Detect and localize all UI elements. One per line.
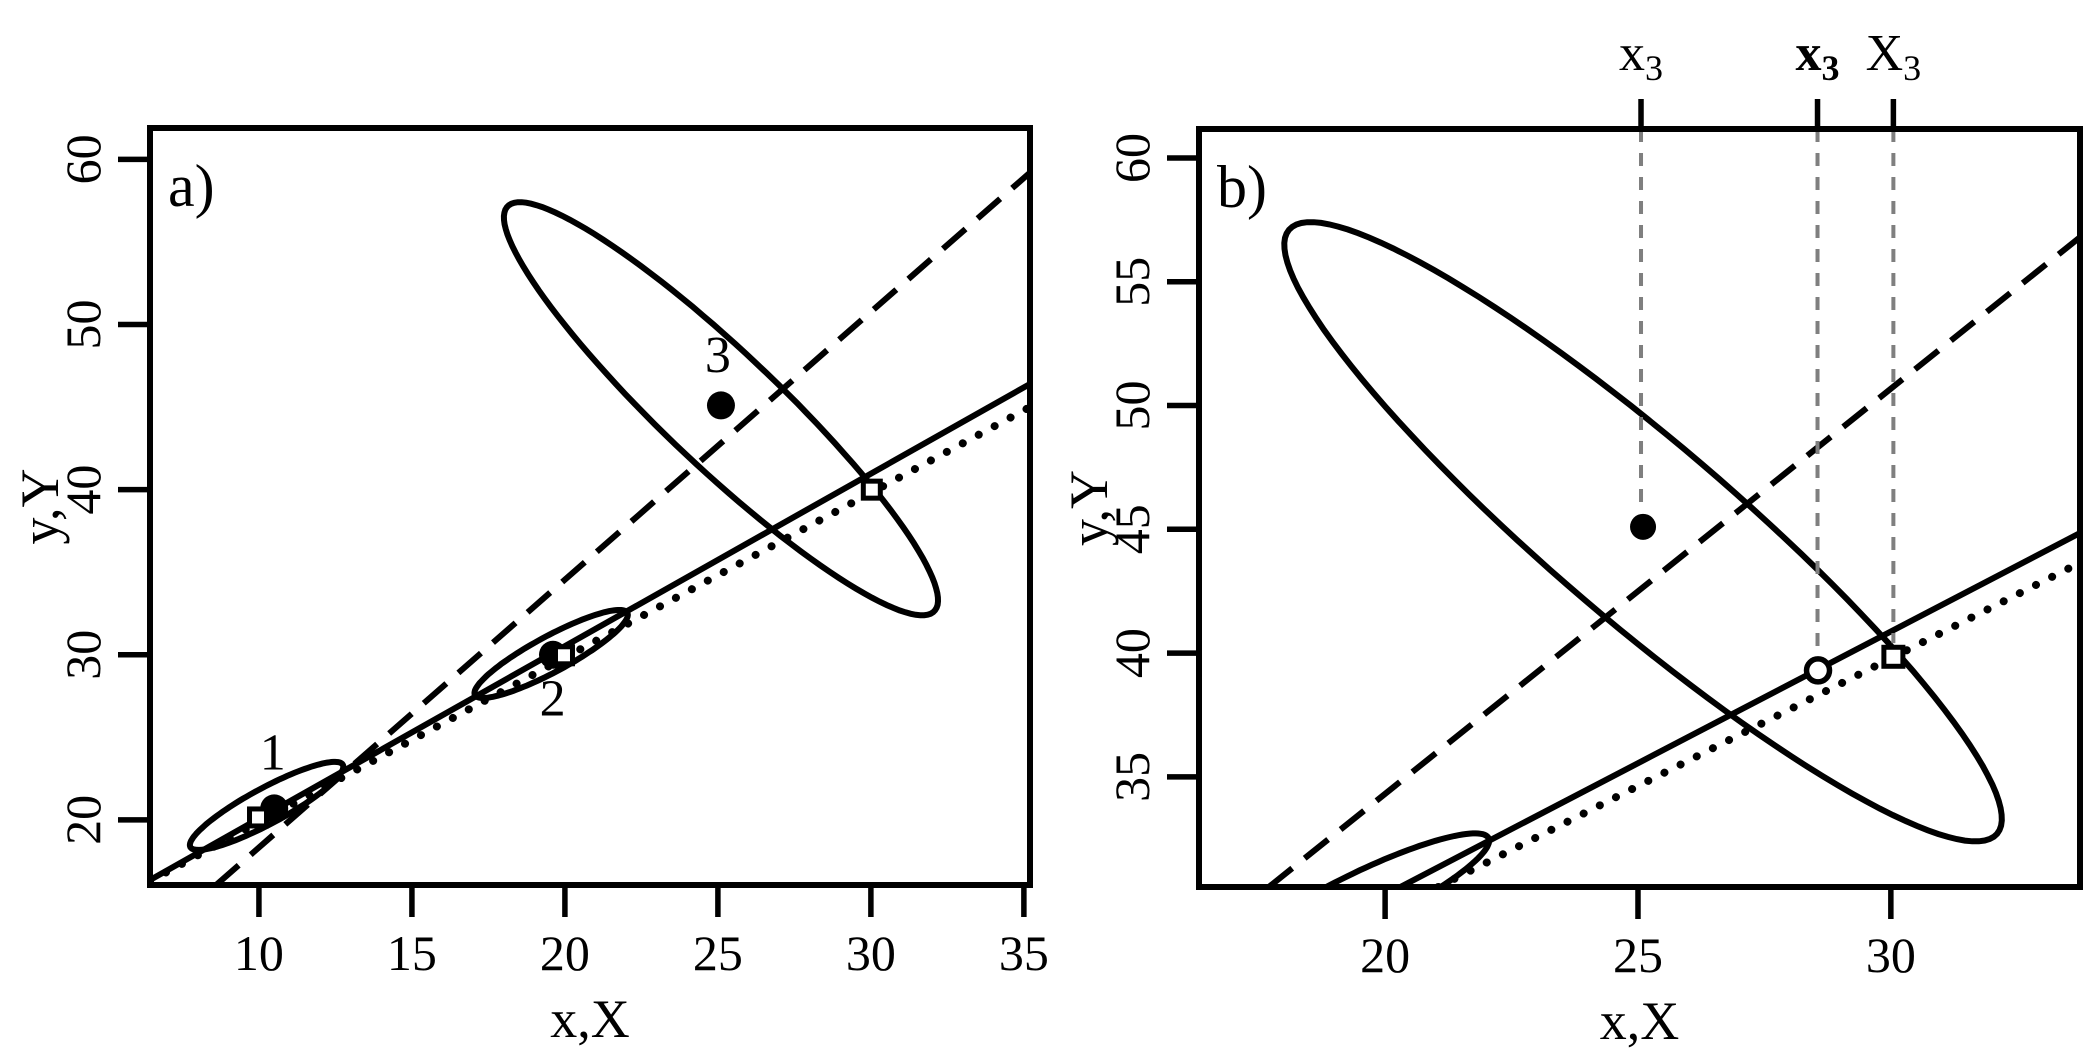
dashed-regression-line bbox=[1266, 234, 2080, 887]
point-label: 1 bbox=[260, 724, 286, 781]
dotted-regression-line bbox=[150, 403, 1030, 885]
plot-area-content bbox=[1266, 129, 2080, 887]
solid-regression-line bbox=[1398, 530, 2080, 887]
x-axis-tick-label: 30 bbox=[846, 925, 896, 981]
data-point-filled-circle bbox=[1630, 513, 1657, 540]
dashed-regression-line bbox=[214, 170, 1030, 885]
y-axis-tick-label: 40 bbox=[1104, 628, 1160, 678]
x-axis-tick-label: 15 bbox=[387, 925, 437, 981]
top-axis-label-subscript: 3 bbox=[1645, 48, 1663, 88]
x-axis-title: x,X bbox=[550, 989, 630, 1049]
y-axis-tick-label: 35 bbox=[1104, 752, 1160, 802]
y-axis-tick-label: 60 bbox=[1104, 133, 1160, 183]
top-axis-label-X3: X3 bbox=[1866, 25, 1922, 88]
y-axis-tick-label: 40 bbox=[55, 465, 111, 515]
top-axis-label-main: X bbox=[1866, 25, 1904, 82]
top-axis-label-main: x bbox=[1796, 25, 1822, 82]
plot-border bbox=[147, 125, 1033, 888]
y-axis-tick-label: 20 bbox=[55, 795, 111, 845]
x-axis-tick-label: 30 bbox=[1866, 927, 1916, 983]
x-axis-tick-label: 20 bbox=[540, 925, 590, 981]
top-axis-label-subscript: 3 bbox=[1822, 48, 1840, 88]
x-axis-title: x,X bbox=[1600, 991, 1680, 1050]
solid-regression-line bbox=[150, 381, 1030, 883]
confidence-ellipse bbox=[1281, 219, 2005, 845]
y-axis-tick-label: 50 bbox=[1104, 381, 1160, 431]
data-point-filled-circle bbox=[706, 391, 735, 420]
dotted-regression-line bbox=[1434, 558, 2080, 887]
top-axis-label-main: x bbox=[1619, 25, 1645, 82]
y-axis-tick-label: 50 bbox=[55, 300, 111, 350]
plot-area-content bbox=[150, 170, 1030, 885]
data-point-open-square bbox=[552, 644, 575, 667]
y-axis-tick-label: 55 bbox=[1104, 257, 1160, 307]
x-axis-tick-label: 35 bbox=[999, 925, 1049, 981]
point-label: 2 bbox=[540, 671, 566, 728]
y-axis-tick-label: 30 bbox=[55, 630, 111, 680]
y-axis-title: y,Y bbox=[1059, 470, 1119, 546]
x-axis-tick-label: 20 bbox=[1360, 927, 1410, 983]
y-axis-tick-label: 45 bbox=[1104, 504, 1160, 554]
top-axis-label-subscript: 3 bbox=[1903, 48, 1921, 88]
data-point-open-circle bbox=[1803, 656, 1833, 685]
confidence-ellipse bbox=[500, 199, 942, 619]
panel-letter: b) bbox=[1217, 154, 1267, 220]
y-axis-tick-label: 60 bbox=[55, 134, 111, 184]
plot-border bbox=[1196, 126, 2083, 890]
panel-a: 10 15 20 25 30 35 20 30 40 50 60 x,X y,Y 1 2 3 a) bbox=[10, 125, 1049, 1049]
x-axis-tick-label: 25 bbox=[693, 925, 743, 981]
data-point-open-square bbox=[1881, 644, 1906, 669]
confidence-ellipse bbox=[1320, 830, 1493, 887]
x-axis-tick-label: 10 bbox=[234, 925, 284, 981]
panel-letter: a) bbox=[168, 153, 215, 219]
point-label: 3 bbox=[705, 327, 731, 384]
top-axis-label-bold-x3: x3 bbox=[1796, 25, 1840, 88]
data-point-open-square bbox=[247, 806, 270, 829]
x-axis-tick-label: 25 bbox=[1613, 927, 1663, 983]
y-axis-title: y,Y bbox=[10, 469, 70, 545]
data-point-open-square bbox=[860, 478, 883, 501]
top-axis-label-x3: x3 bbox=[1619, 25, 1663, 88]
confidence-ellipse bbox=[186, 758, 347, 853]
